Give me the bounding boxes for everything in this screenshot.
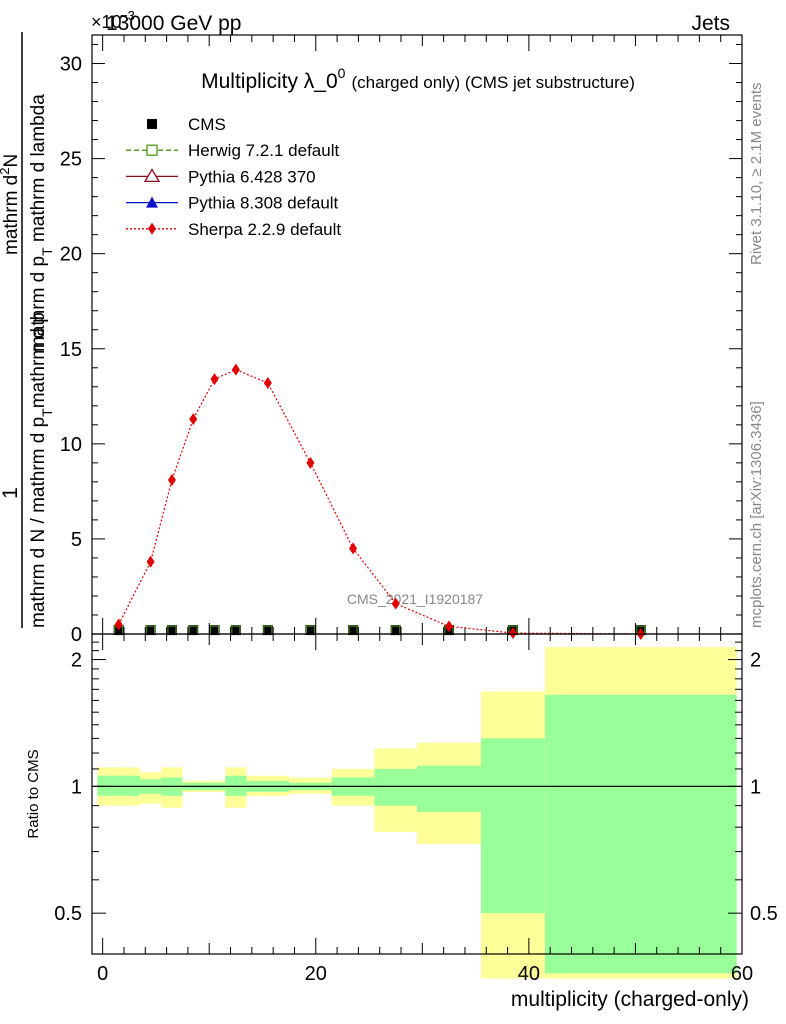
y-tick-label: 10 [60, 434, 82, 456]
y-exponent-base: ×10 [91, 12, 122, 32]
y-tick-label: 5 [71, 529, 82, 551]
y-tick-label: 0 [71, 624, 82, 646]
y-tick-label: 30 [60, 54, 82, 76]
ylabel-rhs-line1: mathrm d2N [0, 154, 22, 255]
ratio-tick-label: 0.5 [54, 903, 82, 925]
ratio-x-ticks: 0 20 40 60 [97, 634, 753, 985]
ratio-band-inner [417, 765, 481, 812]
y-tick-label: 25 [60, 149, 82, 171]
y-tick-label: 15 [60, 339, 82, 361]
ylabel-rhs-dp: mathrm d p [28, 256, 49, 352]
ratio-tick-label-right: 2 [750, 650, 761, 672]
cms-point [188, 625, 199, 636]
ratio-tick-label: 2 [71, 650, 82, 672]
sherpa-point [114, 618, 123, 631]
cms-point [348, 625, 359, 636]
ylabel-denominator: mathrm d N / mathrm d pTmathrm d p [28, 312, 55, 628]
cms-point [230, 625, 241, 636]
side-label-bottom: mcplots.cern.ch [arXiv:1306.3436] [748, 401, 765, 628]
main-plot-panel: 0 5 10 15 20 25 30 CMS_2021_I1920187 Multiplic… [60, 34, 743, 646]
legend-label: Pythia 8.308 default [188, 194, 339, 213]
sherpa-point [263, 376, 272, 389]
cms-point [209, 625, 220, 636]
x-tick-label: 0 [97, 963, 108, 985]
ratio-tick-label-right: 1 [750, 776, 761, 798]
sherpa-point [167, 473, 176, 486]
ylabel-numerator: 1 [0, 487, 22, 499]
legend: CMS Herwig 7.2.1 default Pythia 6.428 370 P… [126, 115, 341, 239]
ylabel-denominator-main: mathrm d N / mathrm d p [28, 417, 49, 628]
chart-title-sup: 0 [338, 65, 346, 81]
x-tick-label: 20 [305, 963, 327, 985]
main-x-ticks [102, 35, 743, 634]
header-right: Jets [691, 12, 730, 35]
legend-marker-open-square [146, 144, 158, 156]
legend-marker-open-triangle [143, 168, 161, 183]
legend-marker-triangle [146, 196, 158, 208]
sherpa-point [391, 597, 400, 610]
legend-label: Pythia 6.428 370 [188, 167, 316, 186]
ratio-y-ticks: 0.5 0.5 1 1 2 2 [54, 641, 778, 925]
chart-title-tail: (charged only) (CMS jet substructure) [351, 73, 634, 92]
analysis-watermark: CMS_2021_I1920187 [347, 591, 483, 607]
ratio-band-inner [374, 768, 417, 806]
sherpa-point [306, 456, 315, 469]
ylabel-rhs-d: mathrm d [1, 175, 22, 255]
y-exponent: ×10 −3 [91, 8, 135, 32]
legend-label: Sherpa 2.2.9 default [188, 220, 341, 239]
ratio-y-label: Ratio to CMS [25, 749, 42, 838]
legend-marker-diamond [148, 222, 156, 235]
side-label-top: Rivet 3.1.10, ≥ 2.1M events [748, 83, 765, 266]
sherpa-point [189, 413, 198, 426]
cms-point [390, 625, 401, 636]
y-axis-label: 1 mathrm d N / mathrm d pTmathrm d p mat… [0, 32, 55, 628]
legend-label: CMS [188, 115, 226, 134]
ratio-band-inner [480, 738, 545, 914]
cms-point [166, 625, 177, 636]
chart-title: Multiplicity λ_00 (charged only) (CMS jet… [201, 65, 635, 93]
ratio-band-inner [97, 775, 140, 796]
x-tick-label: 60 [731, 963, 753, 985]
ylabel-rhs-sup: 2 [0, 168, 12, 175]
x-axis-label: multiplicity (charged-only) [511, 988, 749, 1011]
sherpa-point [508, 627, 517, 640]
legend-label: Herwig 7.2.1 default [188, 141, 339, 160]
legend-marker-square [147, 119, 157, 129]
ratio-tick-label-right: 0.5 [750, 903, 778, 925]
cms-point [305, 625, 316, 636]
sherpa-point [349, 542, 358, 555]
header-left: 13000 GeV pp [106, 12, 241, 35]
ylabel-rhs-n: N [1, 154, 22, 168]
ylabel-rhs-tail: mathrm d lambda [28, 94, 49, 248]
ratio-plot-frame [91, 633, 743, 955]
y-tick-label: 20 [60, 244, 82, 266]
ylabel-rhs-line2: mathrm d pT mathrm d lambda [28, 94, 55, 352]
ratio-plot-panel: 0.5 0.5 1 1 2 2 0 20 40 60 Ratio to CMS [25, 633, 778, 985]
sherpa-point [231, 363, 240, 376]
ylabel-denominator-sub: T [39, 408, 55, 417]
x-tick-label: 40 [518, 963, 540, 985]
chart-title-main: Multiplicity λ_0 [201, 70, 338, 93]
y-exponent-power: −3 [120, 8, 135, 23]
main-y-ticks: 0 5 10 15 20 25 30 [60, 44, 742, 646]
sherpa-point [210, 373, 219, 386]
sherpa-point [146, 555, 155, 568]
ratio-uncertainty-bands [97, 647, 737, 979]
ratio-band-inner [225, 775, 247, 796]
ratio-band-inner [544, 694, 737, 974]
ylabel-denominator-tail: mathrm d p [28, 312, 49, 408]
ratio-tick-label: 1 [71, 776, 82, 798]
series-sherpa [114, 363, 645, 640]
cms-point [145, 625, 156, 636]
ylabel-rhs-sub: T [39, 247, 55, 256]
sherpa-point [444, 620, 453, 633]
cms-point [262, 625, 273, 636]
